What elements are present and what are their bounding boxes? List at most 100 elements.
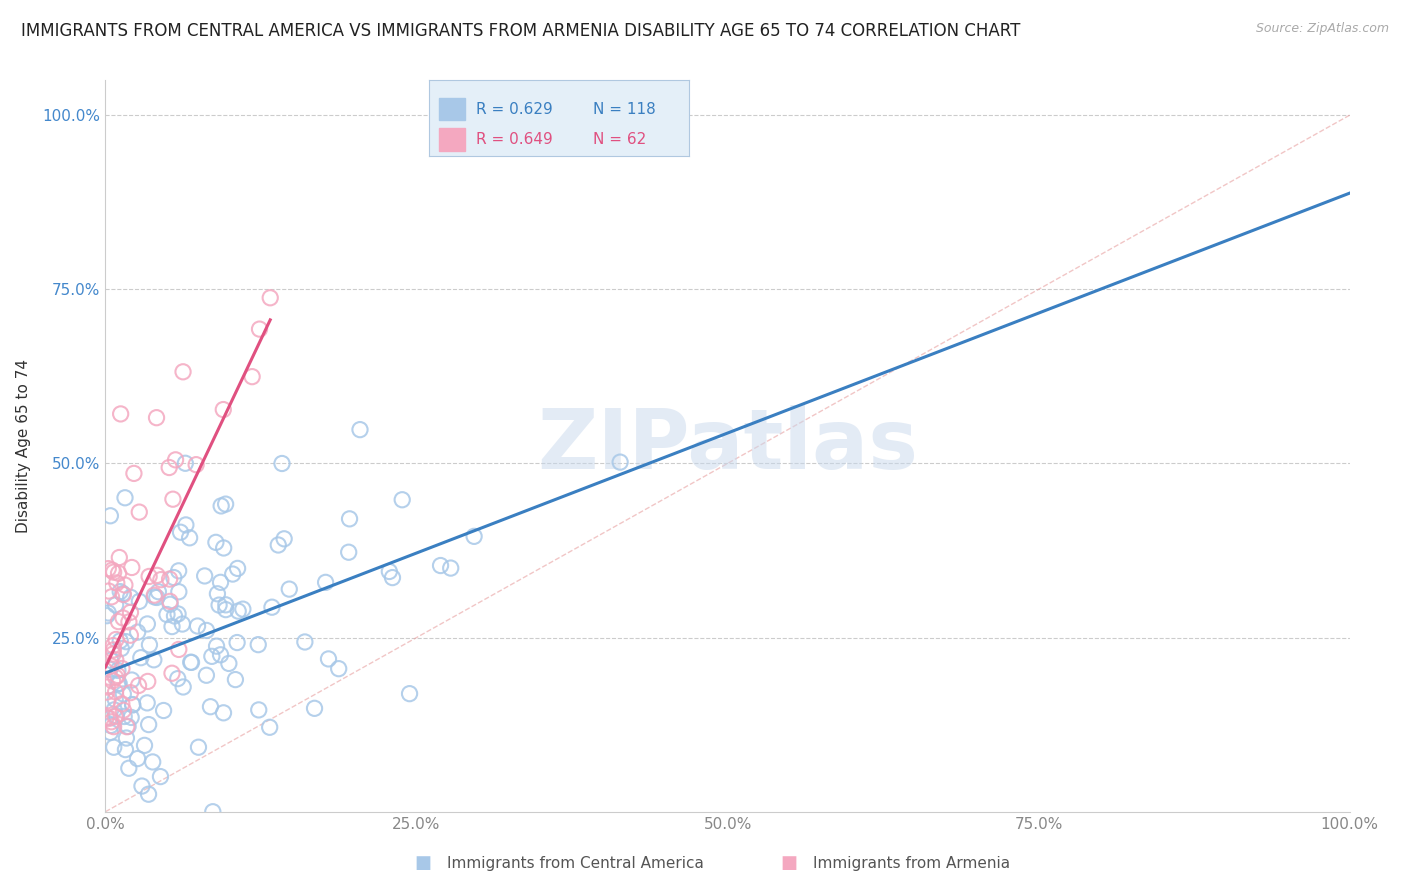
- Point: [122, 467, 145, 481]
- Point: [304, 701, 326, 715]
- Point: [138, 717, 160, 731]
- Point: [160, 666, 183, 681]
- Point: [166, 672, 188, 686]
- Point: [609, 455, 631, 469]
- Point: [120, 686, 142, 700]
- Point: [184, 458, 207, 472]
- Bar: [439, 128, 465, 151]
- Point: [98, 508, 121, 523]
- Point: [143, 588, 166, 602]
- Text: N = 118: N = 118: [593, 102, 655, 117]
- Point: [107, 668, 129, 682]
- Point: [103, 565, 125, 579]
- Text: N = 62: N = 62: [593, 132, 645, 147]
- Point: [294, 635, 316, 649]
- Point: [112, 588, 135, 602]
- Point: [103, 720, 125, 734]
- Point: [278, 582, 301, 596]
- Point: [118, 761, 141, 775]
- Point: [120, 710, 142, 724]
- Point: [114, 491, 136, 505]
- Point: [111, 697, 134, 711]
- Point: [112, 611, 135, 625]
- Point: [127, 625, 149, 640]
- Text: R = 0.649: R = 0.649: [475, 132, 553, 147]
- Point: [97, 584, 120, 599]
- Point: [214, 497, 236, 511]
- Point: [101, 563, 124, 577]
- Point: [103, 703, 125, 717]
- Point: [318, 652, 340, 666]
- Point: [97, 606, 120, 620]
- Point: [146, 591, 169, 605]
- Point: [226, 604, 249, 618]
- Point: [440, 561, 463, 575]
- Point: [180, 655, 202, 669]
- Point: [212, 402, 235, 417]
- Point: [114, 742, 136, 756]
- Point: [143, 590, 166, 604]
- Point: [249, 322, 271, 336]
- Point: [172, 680, 194, 694]
- Point: [463, 529, 485, 543]
- Point: [115, 634, 138, 648]
- Point: [108, 550, 131, 565]
- Text: Immigrants from Armenia: Immigrants from Armenia: [813, 856, 1010, 871]
- Point: [152, 704, 174, 718]
- Point: [107, 676, 129, 690]
- Point: [142, 755, 165, 769]
- Point: [209, 648, 232, 662]
- Point: [315, 575, 337, 590]
- Point: [118, 615, 141, 629]
- Point: [174, 517, 197, 532]
- Point: [100, 725, 122, 739]
- Point: [104, 709, 127, 723]
- Point: [136, 674, 159, 689]
- Point: [159, 597, 181, 611]
- Point: [142, 653, 165, 667]
- Point: [131, 779, 153, 793]
- Point: [200, 699, 222, 714]
- Point: [128, 679, 150, 693]
- Point: [148, 584, 170, 599]
- Point: [209, 575, 232, 590]
- Point: [157, 460, 180, 475]
- Point: [215, 602, 238, 616]
- Point: [120, 591, 142, 605]
- Point: [260, 600, 283, 615]
- Point: [349, 423, 371, 437]
- Point: [205, 535, 228, 549]
- Point: [215, 598, 238, 612]
- Point: [105, 576, 128, 591]
- Point: [145, 410, 167, 425]
- Point: [107, 566, 129, 581]
- Point: [226, 635, 249, 649]
- Point: [163, 609, 186, 624]
- Point: [156, 607, 179, 622]
- Point: [121, 560, 143, 574]
- Point: [105, 708, 128, 723]
- Point: [391, 492, 413, 507]
- Point: [212, 706, 235, 720]
- Point: [159, 572, 181, 586]
- Point: [179, 531, 201, 545]
- Point: [98, 711, 121, 725]
- Point: [232, 602, 254, 616]
- Point: [328, 662, 350, 676]
- Y-axis label: Disability Age 65 to 74: Disability Age 65 to 74: [17, 359, 31, 533]
- Point: [247, 638, 270, 652]
- Text: ■: ■: [415, 855, 432, 872]
- Point: [259, 720, 281, 734]
- Point: [97, 693, 120, 707]
- Point: [167, 584, 190, 599]
- Point: [120, 628, 142, 642]
- Text: R = 0.629: R = 0.629: [475, 102, 553, 117]
- Point: [100, 653, 122, 667]
- Point: [226, 561, 249, 575]
- Point: [169, 525, 191, 540]
- Point: [167, 607, 190, 621]
- Point: [115, 720, 138, 734]
- Point: [162, 492, 184, 507]
- Point: [195, 668, 218, 682]
- Point: [104, 670, 127, 684]
